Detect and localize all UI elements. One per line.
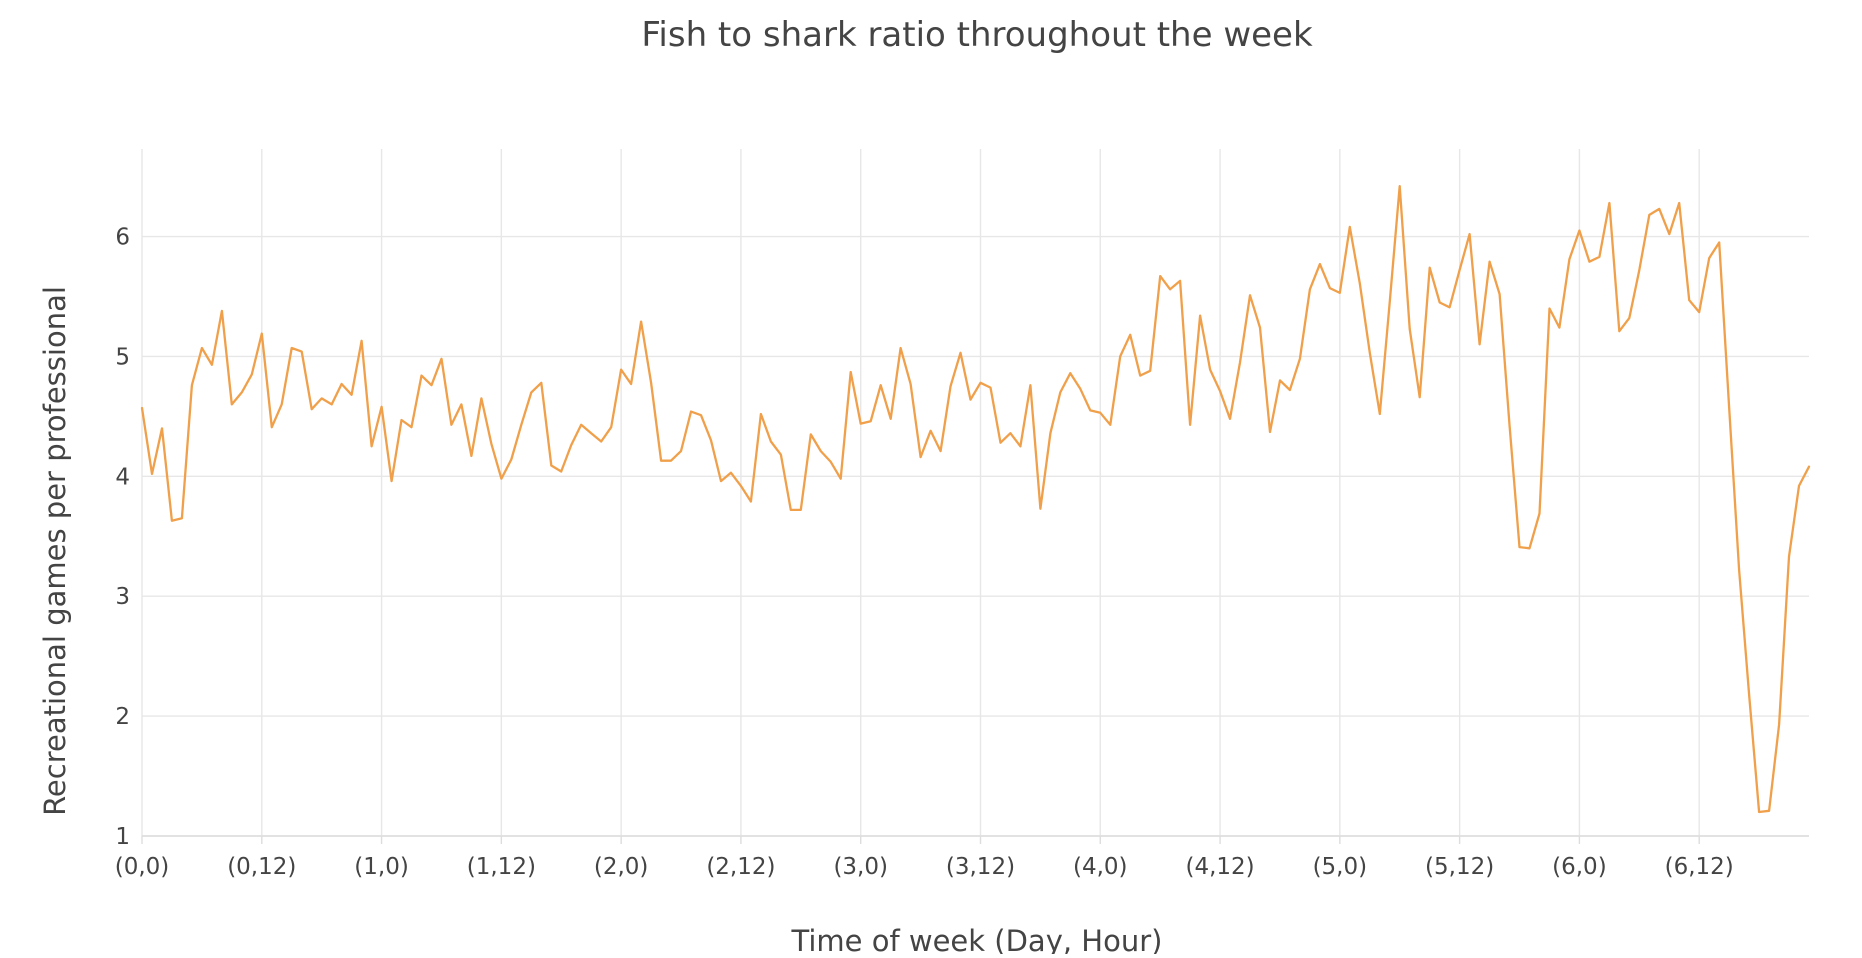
- y-axis-title: Recreational games per professional: [38, 286, 72, 816]
- axis-layer: 1 2 3 4 5 6 (0,0) (0,12) (1,0) (1,12) (2,0) (2,12) (…: [115, 225, 1809, 880]
- x-tick-label: (2,0): [594, 854, 649, 880]
- x-tick-label: (1,0): [354, 854, 409, 880]
- y-tick-label: 5: [115, 344, 130, 370]
- x-tick-label: (0,12): [227, 854, 296, 880]
- x-axis-title: Time of week (Day, Hour): [791, 924, 1163, 954]
- y-tick-label: 2: [115, 704, 130, 730]
- y-tick-label: 1: [115, 824, 130, 850]
- x-tick-label: (5,12): [1425, 854, 1494, 880]
- x-tick-label: (2,12): [706, 854, 775, 880]
- x-tick-label: (0,0): [115, 854, 170, 880]
- series-line: [140, 185, 1811, 814]
- grid-layer: [141, 149, 1809, 837]
- x-tick-label: (4,0): [1073, 854, 1128, 880]
- x-tick-label: (3,12): [946, 854, 1015, 880]
- x-tick-label: (6,0): [1552, 854, 1607, 880]
- y-tick-label: 6: [115, 225, 130, 251]
- x-tick-label: (3,0): [833, 854, 888, 880]
- x-tick-label: (1,12): [467, 854, 536, 880]
- chart-title: Fish to shark ratio throughout the week: [641, 15, 1313, 55]
- x-tick-label: (4,12): [1185, 854, 1254, 880]
- x-tick-label: (5,0): [1313, 854, 1368, 880]
- series-layer: [140, 185, 1811, 814]
- x-tick-label: (6,12): [1665, 854, 1734, 880]
- y-tick-label: 4: [115, 464, 130, 490]
- y-tick-label: 3: [115, 584, 130, 610]
